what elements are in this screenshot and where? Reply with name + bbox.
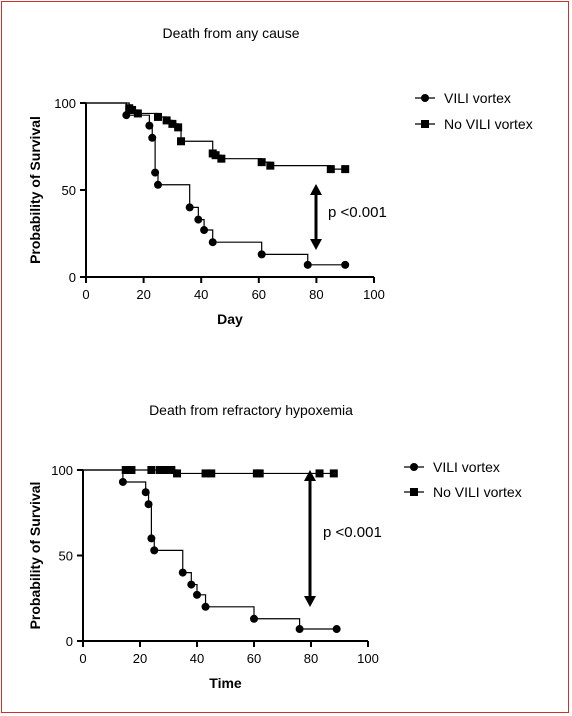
legend-marker-circle bbox=[410, 463, 418, 471]
data-point bbox=[147, 466, 156, 474]
data-point bbox=[341, 165, 350, 174]
data-point bbox=[266, 161, 275, 170]
series-line bbox=[83, 469, 337, 630]
x-tick-label: 100 bbox=[357, 651, 379, 666]
data-point bbox=[155, 466, 164, 474]
data-point bbox=[128, 105, 137, 114]
data-point bbox=[315, 469, 324, 478]
data-point bbox=[341, 260, 350, 269]
y-tick-label: 0 bbox=[69, 270, 76, 285]
arrow-head-up bbox=[304, 470, 316, 481]
arrow-head-down bbox=[310, 239, 322, 250]
x-tick-label: 60 bbox=[247, 651, 261, 666]
x-tick-label: 40 bbox=[194, 287, 208, 302]
legend-label: VILI vortex bbox=[433, 459, 500, 475]
data-point bbox=[255, 469, 264, 478]
data-point bbox=[154, 180, 162, 189]
data-point bbox=[161, 466, 170, 474]
data-point bbox=[187, 580, 196, 589]
p-value-annotation: p <0.001 bbox=[323, 524, 382, 541]
data-point bbox=[193, 590, 201, 599]
legend-marker-square bbox=[410, 488, 418, 496]
y-tick-label: 100 bbox=[54, 96, 76, 111]
data-point bbox=[162, 116, 171, 125]
x-tick-label: 80 bbox=[309, 287, 323, 302]
data-point bbox=[257, 250, 266, 259]
y-tick-label: 100 bbox=[51, 463, 73, 478]
x-axis-label: Time bbox=[209, 675, 242, 691]
x-tick-label: 20 bbox=[133, 651, 147, 666]
data-point bbox=[168, 119, 177, 128]
data-point bbox=[303, 260, 312, 269]
arrow-head-up bbox=[310, 184, 322, 195]
x-tick-label: 80 bbox=[304, 651, 318, 666]
data-point bbox=[211, 151, 220, 160]
data-point bbox=[194, 215, 203, 224]
data-point bbox=[133, 109, 142, 118]
series-no-vili-vortex bbox=[86, 102, 350, 174]
data-point bbox=[151, 168, 160, 177]
data-point bbox=[329, 469, 338, 478]
data-point bbox=[208, 238, 217, 247]
data-point bbox=[178, 568, 187, 577]
data-point bbox=[185, 203, 194, 212]
data-point bbox=[147, 534, 156, 543]
legend-label: VILI vortex bbox=[444, 90, 511, 106]
arrow-head-down bbox=[304, 596, 316, 607]
data-point bbox=[141, 488, 150, 497]
data-point bbox=[257, 158, 266, 167]
data-point bbox=[177, 137, 186, 146]
chart-title: Death from refractory hypoxemia bbox=[149, 402, 353, 418]
y-axis-label: Probability of Survival bbox=[27, 116, 43, 264]
series-vili-vortex bbox=[86, 102, 350, 269]
p-value-annotation: p <0.001 bbox=[328, 204, 387, 221]
chart-panel-2: Death from refractory hypoxemia 0 50 100 0 20… bbox=[27, 402, 522, 691]
data-point bbox=[250, 614, 258, 623]
data-point bbox=[127, 466, 136, 474]
y-tick-label: 0 bbox=[66, 634, 73, 649]
data-point bbox=[174, 123, 183, 132]
data-point bbox=[148, 133, 157, 142]
chart-panel-1: Death from any cause 0 50 100 0 20 40 60 80 100 Pr… bbox=[27, 25, 533, 327]
legend-label: No VILI vortex bbox=[444, 116, 533, 132]
data-point bbox=[173, 469, 182, 478]
legend-label: No VILI vortex bbox=[433, 484, 522, 500]
x-tick-label: 60 bbox=[252, 287, 266, 302]
y-tick-label: 50 bbox=[59, 549, 73, 564]
data-point bbox=[295, 625, 304, 634]
series-no-vili-vortex bbox=[83, 466, 338, 478]
data-point bbox=[217, 154, 226, 163]
x-tick-label: 0 bbox=[82, 287, 89, 302]
data-point bbox=[145, 121, 154, 130]
data-point bbox=[326, 165, 335, 174]
data-point bbox=[144, 500, 153, 509]
y-tick-label: 50 bbox=[62, 183, 76, 198]
data-point bbox=[201, 602, 210, 611]
legend-marker-square bbox=[421, 120, 429, 128]
data-point bbox=[118, 477, 127, 486]
x-axis-label: Day bbox=[217, 311, 243, 327]
data-point bbox=[200, 226, 209, 235]
y-axis-label: Probability of Survival bbox=[27, 482, 43, 630]
x-tick-label: 20 bbox=[136, 287, 150, 302]
x-tick-label: 0 bbox=[79, 651, 86, 666]
data-point bbox=[201, 469, 210, 478]
x-tick-label: 100 bbox=[363, 287, 385, 302]
x-tick-label: 40 bbox=[190, 651, 204, 666]
data-point bbox=[207, 469, 216, 478]
chart-title: Death from any cause bbox=[163, 25, 300, 41]
data-point bbox=[154, 112, 162, 121]
legend-marker-circle bbox=[421, 94, 429, 102]
data-point bbox=[332, 625, 341, 634]
data-point bbox=[167, 466, 176, 474]
data-point bbox=[150, 546, 159, 555]
series-vili-vortex bbox=[83, 469, 341, 634]
